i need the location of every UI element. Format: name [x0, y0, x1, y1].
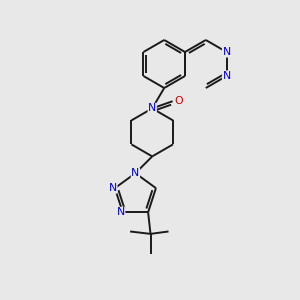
Text: N: N [131, 168, 140, 178]
Text: N: N [222, 47, 231, 57]
Text: N: N [148, 103, 156, 113]
Text: O: O [174, 96, 183, 106]
Text: N: N [117, 207, 125, 217]
Text: N: N [109, 183, 117, 193]
Text: N: N [222, 71, 231, 81]
